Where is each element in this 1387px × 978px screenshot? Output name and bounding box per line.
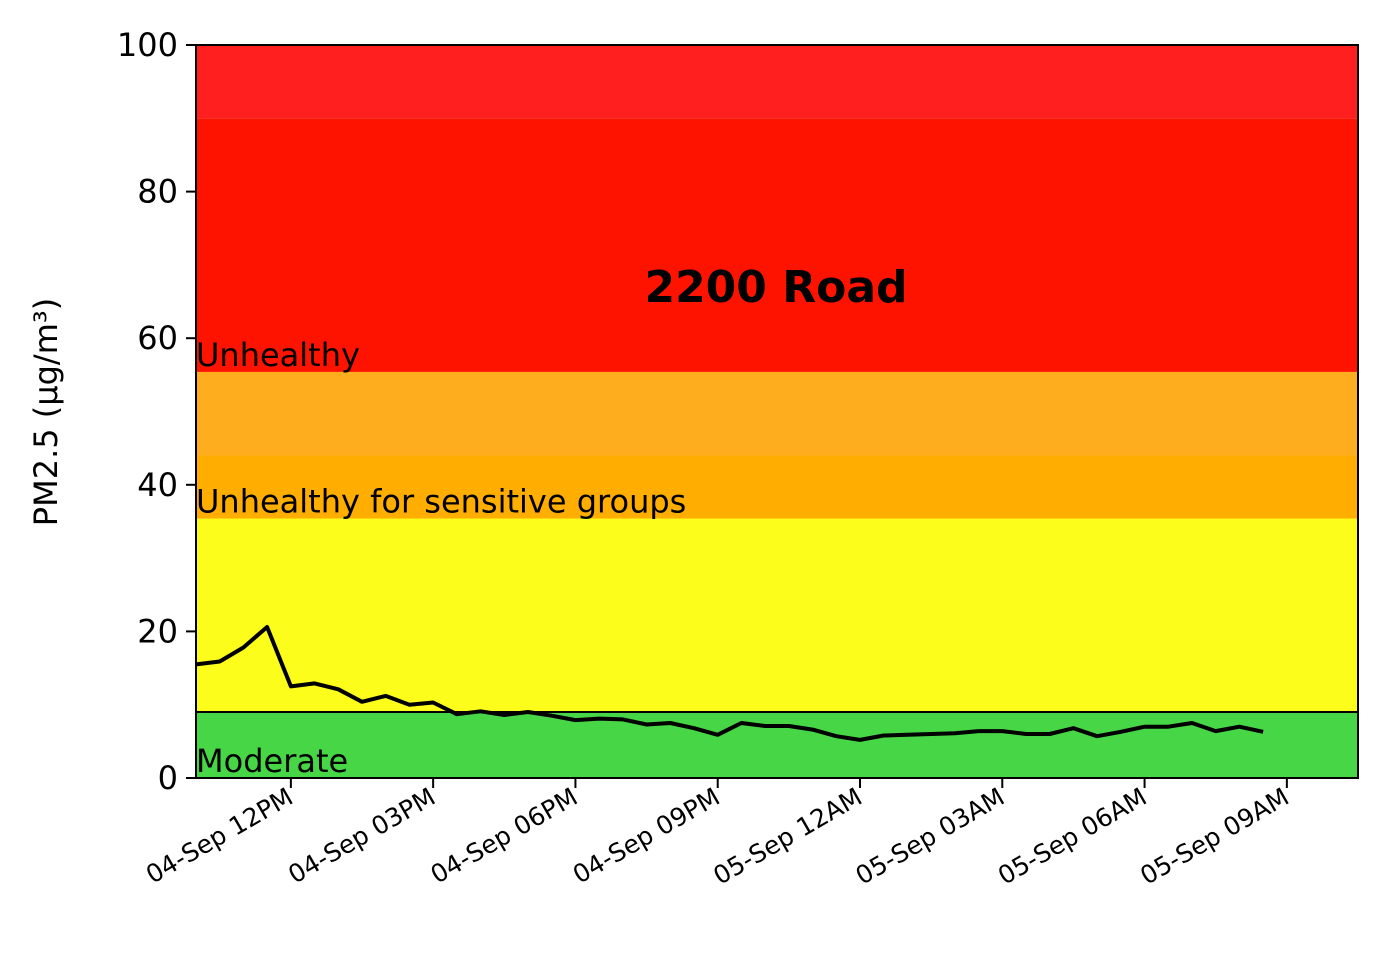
aqi-band-5 [196, 45, 1358, 119]
x-tick-label: 04-Sep 12PM [141, 782, 298, 889]
aqi-band-label-2: Unhealthy for sensitive groups [196, 483, 686, 521]
y-tick-label: 100 [117, 26, 178, 64]
series-group [195, 625, 1264, 742]
aqi-band-label-4: Unhealthy [196, 336, 360, 374]
x-tick-label: 05-Sep 03AM [851, 782, 1010, 890]
y-tick-label: 0 [158, 759, 178, 797]
aqi-band-labels: Moderate Unhealthy for sensitive groups Un… [196, 336, 686, 780]
aqi-band-1 [196, 518, 1358, 713]
chart-title: 2200 Road [644, 262, 907, 313]
x-tick-label: 04-Sep 03PM [283, 782, 440, 889]
series-line-0 [195, 625, 1264, 742]
x-tick-label: 05-Sep 09AM [1135, 782, 1294, 890]
aqi-bands [196, 45, 1358, 778]
aqi-band-3 [196, 371, 1358, 456]
x-tick-label: 04-Sep 06PM [426, 782, 583, 889]
aqi-band-4 [196, 118, 1358, 372]
aqi-band-0 [196, 712, 1358, 778]
x-tick-label: 05-Sep 12AM [708, 782, 867, 890]
y-tick-label: 20 [137, 612, 178, 650]
y-tick-label: 80 [137, 173, 178, 211]
plot-frame [195, 44, 1359, 779]
aqi-band-2 [196, 455, 1358, 519]
aqi-band-label-0: Moderate [196, 742, 348, 780]
x-tick-label: 05-Sep 06AM [993, 782, 1152, 890]
y-tick-label: 60 [137, 319, 178, 357]
x-tick-label: 04-Sep 09PM [568, 782, 725, 889]
y-tick-label: 40 [137, 466, 178, 504]
y-axis: 0 20 40 60 80 100 [117, 26, 196, 797]
y-axis-label: PM2.5 (µg/m³) [27, 298, 65, 526]
